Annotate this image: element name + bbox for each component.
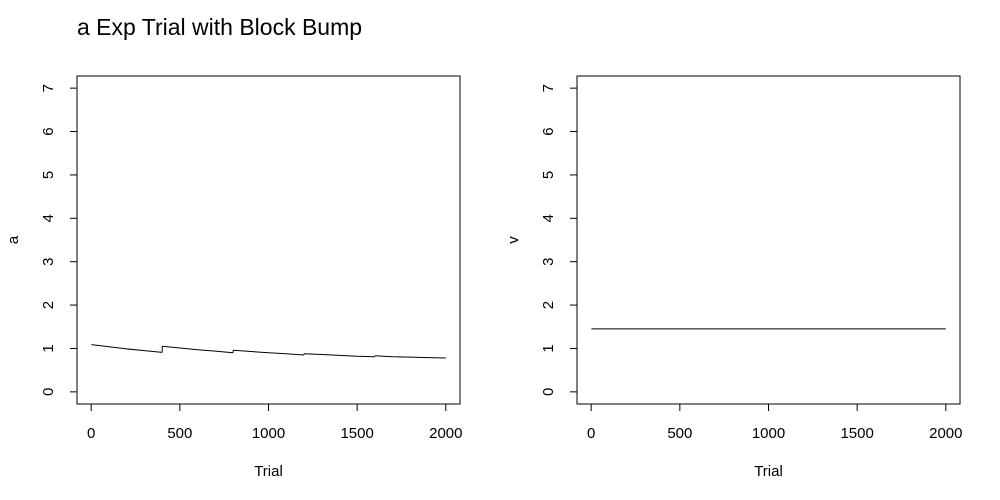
y-tick-label: 6 bbox=[540, 127, 557, 135]
page-title: a Exp Trial with Block Bump bbox=[77, 14, 363, 40]
x-axis-label: Trial bbox=[254, 463, 283, 480]
x-tick-label: 0 bbox=[587, 425, 595, 442]
series-line bbox=[162, 345, 234, 354]
plot-frame bbox=[576, 75, 961, 405]
y-axis: 0 1 2 3 4 5 6 7 bbox=[40, 84, 78, 396]
y-tick-label: 6 bbox=[40, 127, 57, 135]
y-tick-label: 2 bbox=[40, 301, 57, 309]
x-tick-label: 1000 bbox=[752, 425, 785, 442]
y-tick-label: 7 bbox=[40, 84, 57, 92]
y-tick-label: 2 bbox=[540, 301, 557, 309]
series-line bbox=[375, 355, 446, 359]
x-axis-label: Trial bbox=[754, 463, 783, 480]
chart-panel-a: 0 500 1000 1500 2000 0 1 2 3 4 5 6 7 Trial a bbox=[5, 75, 463, 480]
y-tick-label: 5 bbox=[40, 171, 57, 179]
x-axis: 0 500 1000 1500 2000 bbox=[87, 403, 463, 442]
y-axis-label: v bbox=[505, 236, 522, 244]
y-tick-label: 1 bbox=[40, 344, 57, 352]
y-axis-label: a bbox=[5, 235, 22, 244]
x-tick-label: 1500 bbox=[340, 425, 373, 442]
series-line bbox=[304, 353, 375, 358]
x-tick-label: 500 bbox=[167, 425, 192, 442]
y-tick-label: 4 bbox=[40, 214, 57, 222]
data-series bbox=[91, 344, 446, 359]
series-line bbox=[91, 344, 163, 353]
x-tick-label: 500 bbox=[667, 425, 692, 442]
y-tick-label: 0 bbox=[40, 388, 57, 396]
series-line bbox=[233, 349, 305, 356]
y-tick-label: 4 bbox=[540, 214, 557, 222]
x-tick-label: 1000 bbox=[252, 425, 285, 442]
y-tick-label: 3 bbox=[40, 258, 57, 266]
x-tick-label: 2000 bbox=[429, 425, 462, 442]
y-tick-label: 7 bbox=[540, 84, 557, 92]
y-tick-label: 0 bbox=[540, 388, 557, 396]
x-tick-label: 1500 bbox=[840, 425, 873, 442]
y-tick-label: 5 bbox=[540, 171, 557, 179]
y-tick-label: 1 bbox=[540, 344, 557, 352]
y-tick-label: 3 bbox=[540, 258, 557, 266]
plot-frame bbox=[76, 75, 461, 405]
x-axis: 0 500 1000 1500 2000 bbox=[587, 403, 963, 442]
chart-panel-v: 0 500 1000 1500 2000 0 1 2 3 4 5 6 7 Trial v bbox=[505, 75, 963, 480]
y-axis: 0 1 2 3 4 5 6 7 bbox=[540, 84, 578, 396]
x-tick-label: 2000 bbox=[929, 425, 962, 442]
x-tick-label: 0 bbox=[87, 425, 95, 442]
